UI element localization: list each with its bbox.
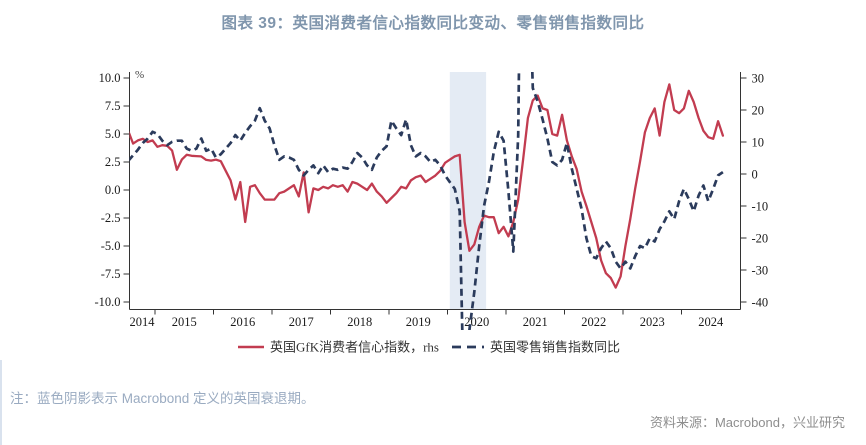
x-axis-year-label: 2022	[581, 315, 606, 329]
right-axis-tick-label: 10	[752, 136, 765, 150]
right-axis-tick-label: -30	[752, 264, 769, 278]
retail-sales-line	[129, 72, 724, 330]
right-axis-tick-label: 20	[752, 104, 765, 118]
left-border-line	[0, 360, 2, 445]
x-axis-year-label: 2023	[640, 315, 665, 329]
x-axis-year-label: 2017	[289, 315, 314, 329]
x-axis-year-label: 2024	[698, 315, 724, 329]
left-axis-tick-label: 10.0	[99, 71, 121, 85]
x-axis-year-label: 2015	[172, 315, 197, 329]
x-axis-year-label: 2018	[347, 315, 372, 329]
right-axis-tick-label: 30	[752, 72, 765, 86]
figure-source: 资料来源：Macrobond，兴业研究	[649, 415, 845, 430]
right-axis-tick-label: -20	[752, 232, 769, 246]
left-axis-tick-label: 2.5	[105, 155, 121, 169]
right-axis-tick-label: -40	[752, 296, 769, 310]
left-axis-tick-label: -2.5	[101, 211, 121, 225]
left-axis-tick-label: 0.0	[105, 183, 121, 197]
x-axis-year-label: 2016	[230, 315, 255, 329]
x-axis-year-label: 2021	[523, 315, 548, 329]
x-axis-year-label: 2019	[406, 315, 431, 329]
x-axis-year-label: 2014	[130, 315, 156, 329]
left-axis-tick-label: -5.0	[101, 239, 121, 253]
legend-label-retail-sales: 英国零售销售指数同比	[490, 340, 620, 355]
legend-label-consumer-confidence: 英国GfK消费者信心指数，rhs	[270, 340, 439, 355]
left-axis-unit-label: %	[135, 69, 144, 81]
x-axis-year-label: 2020	[464, 315, 489, 329]
left-axis-tick-label: -10.0	[94, 295, 120, 309]
right-axis-tick-label: -10	[752, 200, 769, 214]
left-axis-tick-label: -7.5	[101, 267, 121, 281]
left-axis-tick-label: 5.0	[105, 127, 121, 141]
left-axis-tick-label: 7.5	[105, 99, 121, 113]
consumer-confidence-line	[129, 83, 725, 289]
figure-title: 图表 39：英国消费者信心指数同比变动、零售销售指数同比	[221, 15, 645, 32]
right-axis-tick-label: 0	[752, 168, 758, 182]
figure-note: 注：蓝色阴影表示 Macrobond 定义的英国衰退期。	[10, 391, 315, 406]
